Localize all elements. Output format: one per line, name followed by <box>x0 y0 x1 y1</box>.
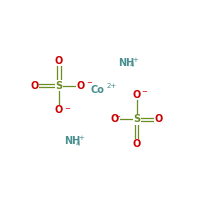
Text: O: O <box>154 114 162 124</box>
Text: O: O <box>30 81 38 91</box>
Text: −: − <box>64 106 70 112</box>
Text: 4: 4 <box>76 141 80 147</box>
Text: O: O <box>111 114 119 124</box>
Text: O: O <box>55 56 63 66</box>
Text: 4: 4 <box>130 62 134 68</box>
Text: −: − <box>114 114 120 120</box>
Text: O: O <box>132 139 141 149</box>
Text: S: S <box>56 81 63 91</box>
Text: NH: NH <box>118 58 134 68</box>
Text: −: − <box>86 80 92 86</box>
Text: 2+: 2+ <box>107 83 117 89</box>
Text: −: − <box>141 89 147 95</box>
Text: O: O <box>77 81 85 91</box>
Text: +: + <box>133 57 139 63</box>
Text: O: O <box>55 105 63 115</box>
Text: Co: Co <box>91 85 105 95</box>
Text: NH: NH <box>64 136 80 146</box>
Text: O: O <box>132 90 141 100</box>
Text: S: S <box>133 114 140 124</box>
Text: +: + <box>78 135 84 141</box>
